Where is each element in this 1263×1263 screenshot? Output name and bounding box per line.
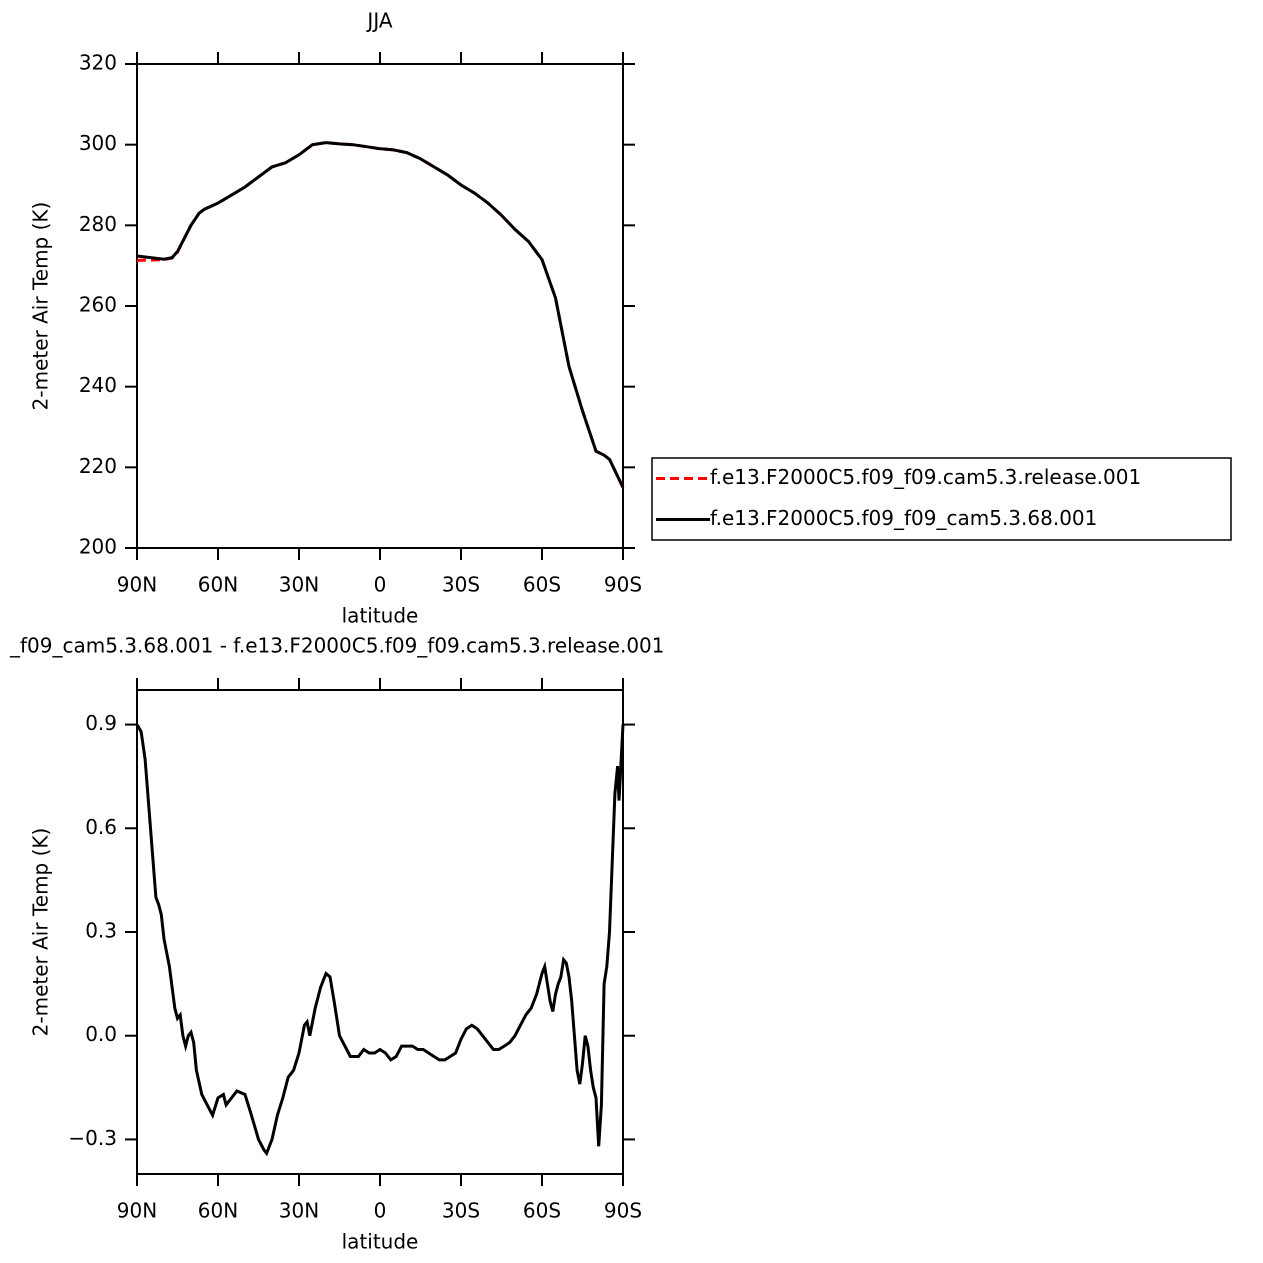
- y-tick-label: 0.0: [85, 1022, 117, 1046]
- x-tick-label: 90S: [604, 1199, 642, 1223]
- y-tick-label: 240: [79, 373, 117, 397]
- x-tick-label: 60S: [523, 573, 561, 597]
- x-tick-label: 90N: [117, 573, 157, 597]
- y-tick-label: 260: [79, 293, 117, 317]
- chart-title: JJA: [365, 9, 392, 33]
- data-line: [136, 141, 625, 489]
- legend-label: f.e13.F2000C5.f09_f09.cam5.3.release.001: [710, 465, 1141, 489]
- y-axis-label: 2-meter Air Temp (K): [29, 828, 53, 1037]
- legend-box: [651, 457, 1232, 541]
- x-tick-label: 60N: [198, 1199, 238, 1223]
- data-line: [136, 141, 625, 489]
- x-tick-label: 90N: [117, 1199, 157, 1223]
- x-tick-label: 0: [374, 1199, 387, 1223]
- chart-title: _f09_cam5.3.68.001 - f.e13.F2000C5.f09_f…: [9, 634, 665, 658]
- plot-frame: [136, 63, 624, 549]
- x-tick-label: 30S: [442, 573, 480, 597]
- x-tick-label: 90S: [604, 573, 642, 597]
- x-tick-label: 30N: [279, 573, 319, 597]
- y-tick-label: 220: [79, 454, 117, 478]
- x-tick-label: 0: [374, 573, 387, 597]
- x-tick-label: 60S: [523, 1199, 561, 1223]
- y-axis-label: 2-meter Air Temp (K): [29, 202, 53, 411]
- y-tick-label: 320: [79, 51, 117, 75]
- y-tick-label: 0.6: [85, 815, 117, 839]
- y-tick-label: 200: [79, 535, 117, 559]
- plot-frame: [136, 689, 624, 1175]
- data-line: [135, 723, 625, 1157]
- x-tick-label: 60N: [198, 573, 238, 597]
- x-tick-label: 30S: [442, 1199, 480, 1223]
- y-tick-label: −0.3: [68, 1126, 117, 1150]
- x-tick-label: 30N: [279, 1199, 319, 1223]
- y-tick-label: 0.9: [85, 711, 117, 735]
- y-tick-label: 0.3: [85, 919, 117, 943]
- y-tick-label: 280: [79, 212, 117, 236]
- legend-label: f.e13.F2000C5.f09_f09_cam5.3.68.001: [710, 506, 1097, 530]
- y-tick-label: 300: [79, 131, 117, 155]
- x-axis-label: latitude: [342, 1230, 419, 1254]
- x-axis-label: latitude: [342, 604, 419, 628]
